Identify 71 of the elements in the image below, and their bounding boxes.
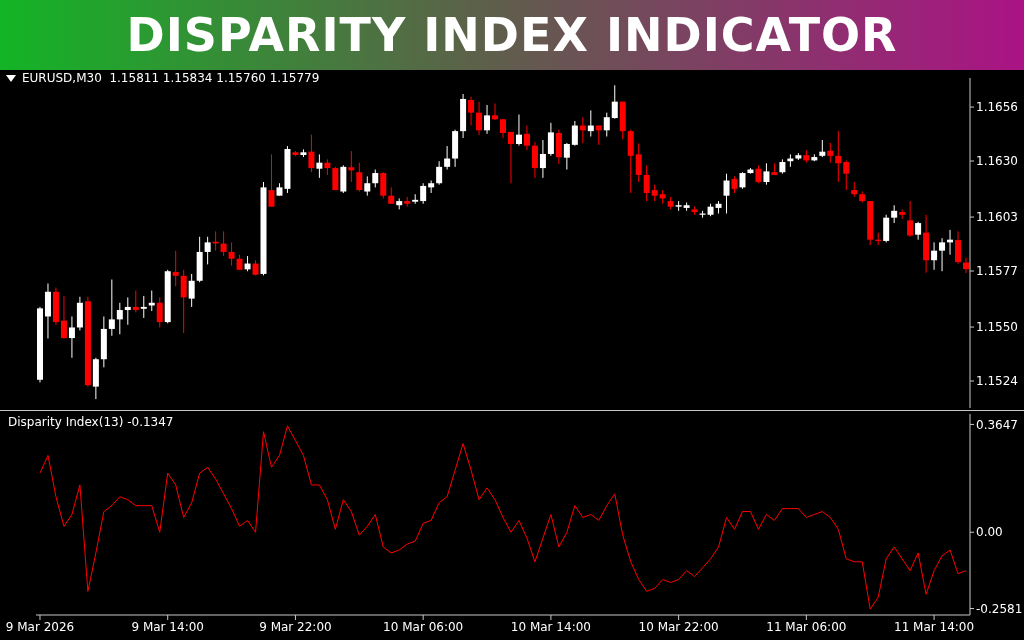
candlestick [635, 142, 642, 183]
candlestick [68, 315, 75, 359]
candlestick [316, 153, 323, 179]
candlestick [603, 112, 610, 138]
candlestick [907, 200, 914, 238]
y-tick-label: 0.3647 [976, 417, 1018, 432]
x-tick-label: 10 Mar 14:00 [510, 619, 591, 634]
chart-title: Disparity Index(13) -0.1347 [8, 415, 174, 429]
candlestick [268, 153, 275, 208]
y-tick-label: 1.1630 [976, 154, 1018, 169]
candlestick [547, 122, 554, 157]
x-tick-label: 11 Mar 14:00 [894, 619, 975, 634]
x-tick-label: 10 Mar 06:00 [383, 619, 464, 634]
candlestick [228, 241, 235, 267]
candlestick [308, 134, 315, 173]
candlestick [356, 162, 363, 193]
candlestick [364, 175, 371, 197]
candlestick [563, 142, 570, 171]
candlestick [140, 295, 147, 319]
candlestick [132, 290, 139, 313]
candlestick [955, 230, 962, 265]
y-tick-label: 1.1656 [976, 100, 1018, 115]
y-tick-label: -0.2581 [976, 601, 1023, 616]
x-tick-label: 11 Mar 06:00 [766, 619, 847, 634]
candlestick [939, 237, 946, 272]
candlestick [492, 103, 499, 121]
candlestick [188, 273, 195, 308]
y-tick-label: 1.1550 [976, 320, 1018, 335]
candlestick [723, 173, 730, 215]
candlestick [436, 160, 443, 186]
candlestick [116, 302, 123, 335]
x-tick-label: 9 Mar 22:00 [259, 619, 332, 634]
x-tick-label: 10 Mar 22:00 [638, 619, 719, 634]
candlestick [883, 214, 890, 243]
candlestick [60, 295, 67, 339]
y-tick-label: 1.1524 [976, 374, 1018, 389]
x-tick-label: 9 Mar 14:00 [131, 619, 204, 634]
y-tick-label: 1.1577 [976, 264, 1018, 279]
candlestick [539, 139, 546, 179]
candlestick [523, 125, 530, 151]
candlestick [843, 159, 850, 191]
candlestick [931, 241, 938, 271]
candlestick [204, 236, 211, 265]
candlestick [476, 101, 483, 136]
candlestick [380, 171, 387, 199]
candlestick [763, 162, 770, 186]
candlestick [643, 164, 650, 202]
candlestick [507, 131, 514, 184]
candlestick [484, 104, 491, 135]
candlestick [899, 208, 906, 220]
chart-subtitle: EURUSD,M30 1.15811 1.15834 1.15760 1.15779 [22, 71, 320, 85]
y-tick-label: 0.00 [976, 525, 1003, 540]
candlestick [348, 150, 355, 183]
candlestick [835, 130, 842, 183]
candlestick [172, 250, 179, 287]
candlestick [156, 296, 163, 328]
candlestick [444, 145, 451, 171]
candlestick [827, 142, 834, 164]
candlestick [531, 141, 538, 179]
candlestick [611, 84, 618, 120]
candlestick [180, 269, 187, 334]
candlestick [515, 114, 522, 147]
chart-title: DISPARITY INDEX INDICATOR [126, 8, 898, 62]
candlestick [571, 120, 578, 147]
candlestick [124, 296, 131, 326]
candlestick [220, 230, 227, 257]
candlestick [420, 182, 427, 205]
y-tick-label: 1.1603 [976, 210, 1018, 225]
x-tick-label: 9 Mar 2026 [5, 619, 75, 634]
candlestick [108, 279, 115, 337]
candlestick [468, 96, 475, 127]
